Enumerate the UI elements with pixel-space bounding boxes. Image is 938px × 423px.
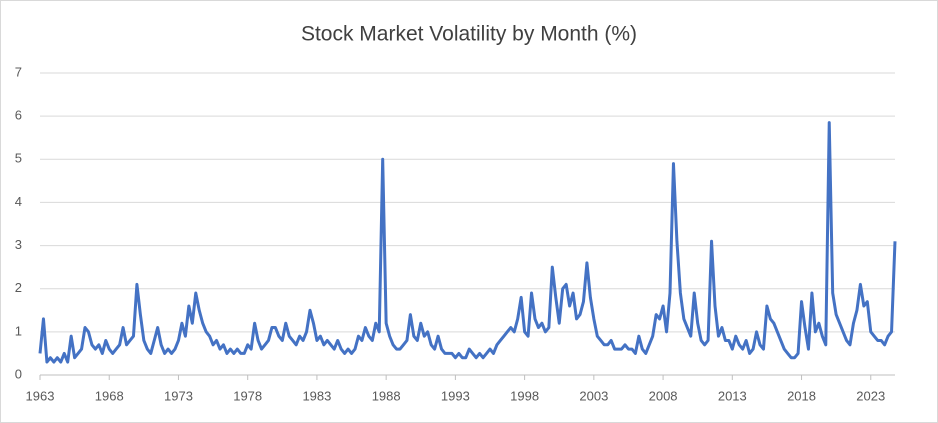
x-tick-label: 2003	[579, 388, 608, 403]
y-tick-label: 3	[15, 237, 22, 252]
x-tick-label: 1963	[26, 388, 55, 403]
x-tick-label: 2023	[856, 388, 885, 403]
x-tick-label: 1968	[95, 388, 124, 403]
y-tick-label: 4	[15, 194, 22, 209]
x-tick-label: 2008	[649, 388, 678, 403]
y-tick-label: 6	[15, 108, 22, 123]
x-tick-label: 1998	[510, 388, 539, 403]
y-tick-label: 7	[15, 64, 22, 79]
x-tick-label: 1988	[372, 388, 401, 403]
y-tick-label: 5	[15, 151, 22, 166]
y-tick-label: 0	[15, 366, 22, 381]
chart-title: Stock Market Volatility by Month (%)	[301, 23, 637, 46]
x-tick-label: 2013	[718, 388, 747, 403]
x-tick-label: 1978	[233, 388, 262, 403]
x-tick-label: 1993	[441, 388, 470, 403]
line-series	[38, 121, 897, 364]
x-tick-label: 1973	[164, 388, 193, 403]
x-tick-label: 1983	[302, 388, 331, 403]
x-tick-label: 2018	[787, 388, 816, 403]
y-tick-label: 2	[15, 280, 22, 295]
y-tick-label: 1	[15, 323, 22, 338]
